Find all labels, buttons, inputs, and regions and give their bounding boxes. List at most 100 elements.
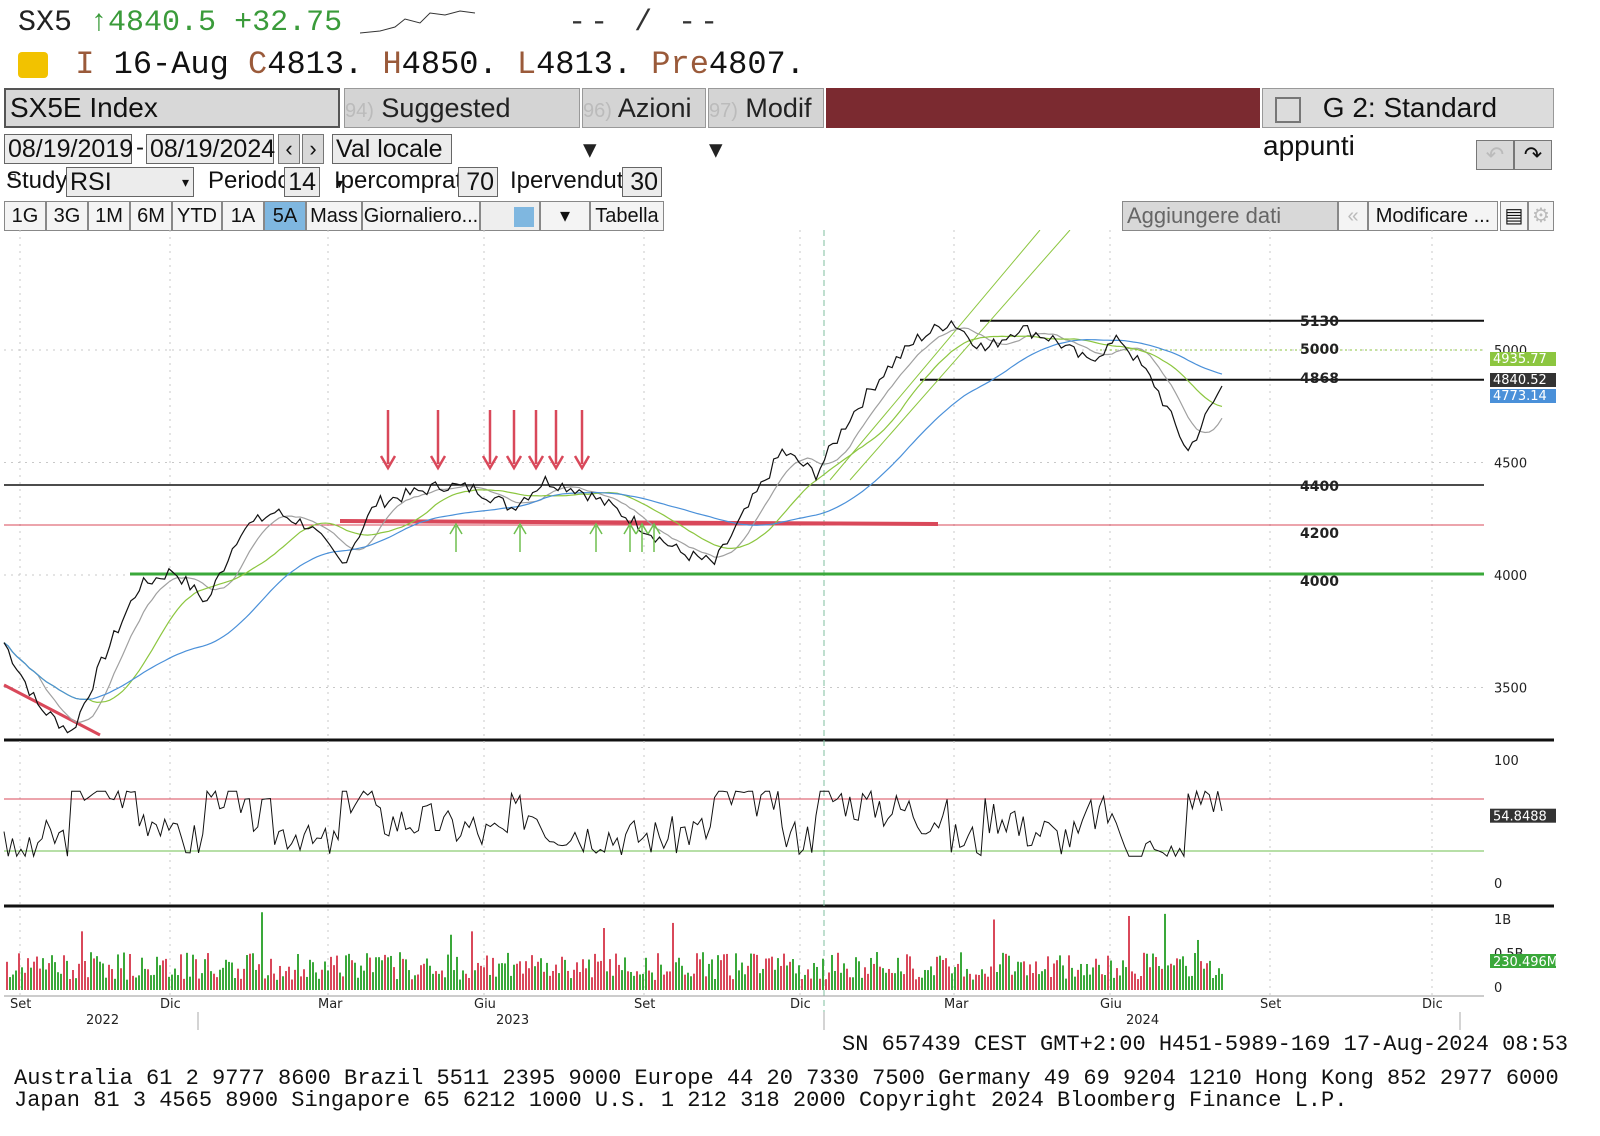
volume-bar [405, 959, 407, 990]
volume-bar [546, 962, 548, 990]
redo-button[interactable]: ↷ [1514, 140, 1552, 170]
volume-bar [885, 972, 887, 990]
high-label: H [382, 46, 402, 83]
volume-bar [831, 954, 833, 990]
volume-bar [768, 958, 770, 990]
volume-value-tag [1490, 954, 1556, 968]
overbought-input[interactable]: 70 [458, 167, 498, 197]
volume-bar [234, 978, 236, 990]
tab-6m[interactable]: 6M [130, 201, 172, 231]
volume-bar [846, 968, 848, 990]
volume-bar [1137, 979, 1139, 990]
x-tick-label: Giu [474, 997, 496, 1012]
chevron-down-icon[interactable]: ▾ [540, 201, 590, 231]
volume-bar [570, 978, 572, 990]
volume-bar [1194, 953, 1196, 990]
tab-1m[interactable]: 1M [88, 201, 130, 231]
tab-ytd[interactable]: YTD [172, 201, 222, 231]
volume-bar [480, 965, 482, 990]
calendar-icon[interactable]: ▫ [8, 163, 17, 191]
tabella-button[interactable]: Tabella [590, 201, 664, 231]
tab-1a[interactable]: 1A [222, 201, 264, 231]
volume-bar [63, 955, 65, 990]
volume-bar [582, 959, 584, 990]
suggested-charts-menu[interactable]: 94) Suggested Charts ▾ [344, 88, 580, 164]
volume-bar [924, 969, 926, 990]
volume-bar [822, 958, 824, 990]
end-date-input[interactable]: 08/19/2024 ▫ [146, 134, 275, 191]
volume-bar [516, 963, 518, 990]
study-select[interactable]: RSI ▾ [66, 167, 194, 197]
volume-bar [177, 975, 179, 990]
volume-bar [1140, 976, 1142, 990]
volume-bar [33, 961, 35, 990]
gauge-icon[interactable] [18, 51, 48, 78]
period-input[interactable]: 14 [284, 167, 320, 197]
volume-bar [492, 957, 494, 990]
rsi-panel: 100 0 54.8488 [3, 754, 1556, 892]
page-selector[interactable]: G 2: Standard appunti [1262, 88, 1554, 161]
x-tick-label: Set [634, 997, 655, 1012]
volume-bar [189, 976, 191, 990]
price-tick-label: 4000 [1494, 569, 1527, 584]
volume-bar [927, 970, 929, 990]
modify-button[interactable]: Modificare ... [1368, 201, 1498, 231]
volume-bar [507, 952, 509, 990]
start-date-input[interactable]: 08/19/2019 ▫ [4, 134, 133, 191]
volume-bar [930, 966, 932, 990]
volume-bar [531, 955, 533, 990]
tab-3g[interactable]: 3G [46, 201, 88, 231]
volume-bar [1086, 964, 1088, 990]
chart-area[interactable]: 5130 5000 4868 4400 4200 4000 100 0 54.8488 1B 0… [0, 230, 1600, 1030]
azioni-menu[interactable]: 96) Azioni ▾ [582, 88, 706, 164]
settings-icon[interactable]: ⚙ [1528, 201, 1554, 231]
volume-bar [1053, 963, 1055, 990]
tab-1g[interactable]: 1G [4, 201, 46, 231]
volume-bar [336, 955, 338, 990]
volume-bar [255, 969, 257, 990]
popout-icon[interactable] [1275, 96, 1301, 123]
volume-bar [1200, 961, 1202, 990]
x-tick-label: Dic [160, 997, 181, 1012]
volume-bar [645, 957, 647, 990]
value-tag-label: 4773.14 [1493, 389, 1547, 404]
tab-5a[interactable]: 5A [264, 201, 306, 231]
security-field[interactable]: SX5E Index [4, 88, 340, 128]
volume-bar [60, 973, 62, 990]
volume-bar [798, 965, 800, 990]
add-data-input[interactable]: Aggiungere dati [1122, 201, 1338, 231]
legend-icon[interactable]: ▤ [1500, 201, 1528, 231]
volume-bar [720, 960, 722, 990]
volume-bar [66, 960, 68, 990]
volume-bar [837, 952, 839, 990]
volume-bar [900, 971, 902, 990]
volume-bar [786, 965, 788, 990]
x-tick-label: Mar [944, 997, 969, 1012]
page-title: G 2: Standard appunti [1263, 92, 1498, 161]
tab-mass[interactable]: Mass [306, 201, 362, 231]
frequency-select[interactable]: Giornaliero... [362, 201, 480, 231]
price-tick-label: 3500 [1494, 682, 1527, 697]
volume-bar [1182, 956, 1184, 990]
undo-button[interactable]: ↶ [1476, 140, 1514, 170]
next-range-button[interactable]: › [302, 134, 324, 164]
menu-number: 96) [583, 100, 612, 122]
prev-range-button[interactable]: ‹ [278, 134, 300, 164]
volume-bar [288, 966, 290, 990]
volume-bar [150, 975, 152, 990]
down-arrow-icon [379, 455, 397, 471]
volume-bar [261, 912, 263, 990]
channel-line [829, 230, 1041, 481]
oversold-input[interactable]: 30 [622, 167, 662, 197]
chart-type-select[interactable] [480, 201, 540, 231]
currency-select[interactable]: Val locale ▾ [332, 134, 452, 191]
modif-menu[interactable]: 97) Modif ▾ [708, 88, 824, 164]
collapse-icon[interactable]: « [1338, 201, 1368, 231]
volume-bar [417, 974, 419, 990]
volume-bar [780, 965, 782, 990]
moving-average-line [3, 339, 1223, 700]
volume-bar [315, 972, 317, 990]
volume-bar [474, 970, 476, 990]
volume-bar [390, 955, 392, 990]
volume-bar [15, 970, 17, 990]
